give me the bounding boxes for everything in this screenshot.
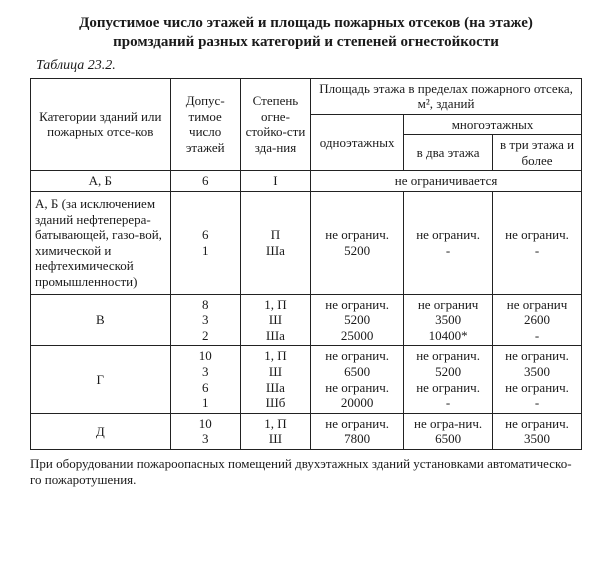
cell-grade: 1, ПШШаШб: [240, 346, 310, 413]
cell-cat: А, Б (за исключением зданий нефтеперера-…: [31, 192, 171, 295]
cell-unlimited: не ограничивается: [311, 171, 582, 192]
table-footnote: При оборудовании пожароопасных помещений…: [30, 456, 582, 489]
h-three-storey: в три этажа и более: [493, 135, 582, 171]
cell-cat: А, Б: [31, 171, 171, 192]
cell-grade: ПШа: [240, 192, 310, 295]
h-multi: многоэтажных: [404, 114, 582, 135]
cell-grade: 1, ПШ: [240, 413, 310, 449]
cell-two: не огранич.-: [404, 192, 493, 295]
h-one-storey: одноэтажных: [311, 114, 404, 171]
cell-cat: Г: [31, 346, 171, 413]
cell-two: не огра-нич.6500: [404, 413, 493, 449]
table-row: Д 103 1, ПШ не огранич.7800 не огра-нич.…: [31, 413, 582, 449]
cell-two: не огранич.5200не огранич.-: [404, 346, 493, 413]
table-row: А, Б (за исключением зданий нефтеперера-…: [31, 192, 582, 295]
table-caption: Таблица 23.2.: [36, 58, 582, 74]
cell-one: не огранич.520025000: [311, 294, 404, 346]
cell-grade: I: [240, 171, 310, 192]
h-two-storey: в два этажа: [404, 135, 493, 171]
cell-three: не огранич.-: [493, 192, 582, 295]
cell-floors: 61: [170, 192, 240, 295]
table-row: В 832 1, ПШШа не огранич.520025000 не ог…: [31, 294, 582, 346]
cell-three: не огранич.3500: [493, 413, 582, 449]
header-row-1: Категории зданий или пожарных отсе-ков Д…: [31, 78, 582, 114]
cell-three: не огранич.3500не огранич.-: [493, 346, 582, 413]
cell-one: не огранич.6500не огранич.20000: [311, 346, 404, 413]
page-title: Допустимое число этажей и площадь пожарн…: [30, 14, 582, 52]
cell-floors: 10361: [170, 346, 240, 413]
cell-cat: В: [31, 294, 171, 346]
h-grade: Степень огне-стойко-сти зда-ния: [240, 78, 310, 171]
cell-floors: 6: [170, 171, 240, 192]
cell-cat: Д: [31, 413, 171, 449]
cell-floors: 832: [170, 294, 240, 346]
table-row: А, Б 6 I не ограничивается: [31, 171, 582, 192]
cell-three: не огранич2600-: [493, 294, 582, 346]
title-line-2: промзданий разных категорий и степеней о…: [113, 34, 499, 50]
h-category: Категории зданий или пожарных отсе-ков: [31, 78, 171, 171]
title-line-1: Допустимое число этажей и площадь пожарн…: [79, 15, 533, 31]
cell-one: не огранич.5200: [311, 192, 404, 295]
h-floors: Допус-тимое число этажей: [170, 78, 240, 171]
fire-rating-table: Категории зданий или пожарных отсе-ков Д…: [30, 78, 582, 450]
h-area-group: Площадь этажа в пределах пожарного отсек…: [311, 78, 582, 114]
cell-one: не огранич.7800: [311, 413, 404, 449]
cell-two: не огранич350010400*: [404, 294, 493, 346]
table-row: Г 10361 1, ПШШаШб не огранич.6500не огра…: [31, 346, 582, 413]
cell-floors: 103: [170, 413, 240, 449]
cell-grade: 1, ПШШа: [240, 294, 310, 346]
